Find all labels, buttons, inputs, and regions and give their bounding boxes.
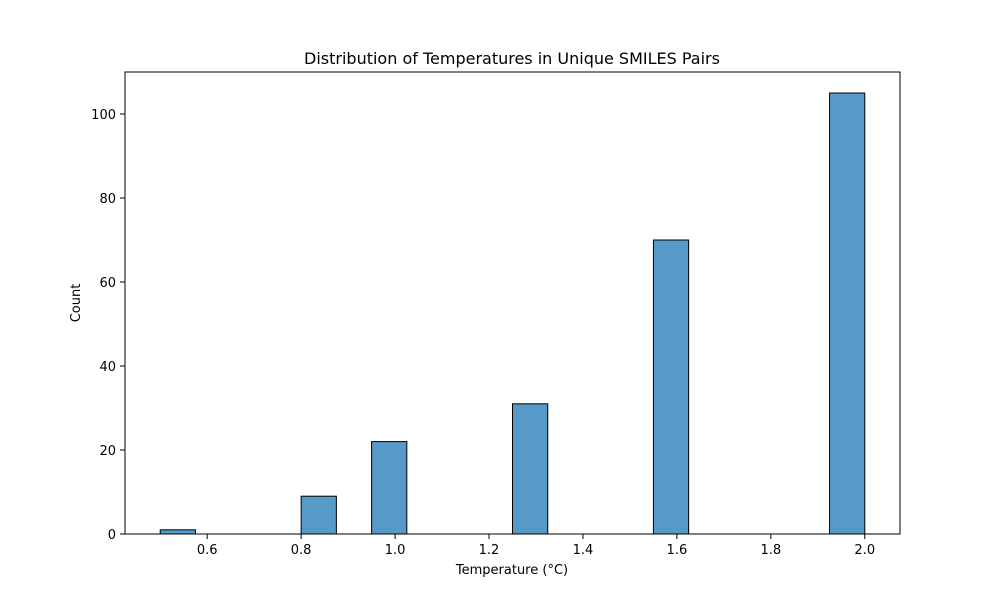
x-tick-label: 1.4 bbox=[573, 543, 594, 558]
x-tick-label: 0.8 bbox=[291, 543, 312, 558]
y-axis-ticks: 0 20 40 60 80 100 bbox=[91, 108, 125, 543]
chart-title: Distribution of Temperatures in Unique S… bbox=[304, 49, 720, 68]
bars-group bbox=[159, 92, 866, 535]
histogram-bar-0 bbox=[159, 529, 196, 535]
y-tick-label: 40 bbox=[99, 360, 116, 375]
histogram-bar-3 bbox=[512, 403, 549, 535]
y-tick-label: 100 bbox=[91, 108, 116, 123]
y-tick-label: 0 bbox=[108, 528, 116, 543]
x-tick-label: 1.2 bbox=[479, 543, 500, 558]
y-tick-label: 80 bbox=[99, 192, 116, 207]
histogram-bar-1 bbox=[300, 495, 337, 535]
x-tick-label: 0.6 bbox=[197, 543, 218, 558]
y-axis-label: Count bbox=[69, 284, 84, 323]
histogram-bar-2 bbox=[371, 441, 408, 535]
histogram-bar-4 bbox=[652, 239, 690, 535]
plot-frame bbox=[124, 71, 901, 535]
y-tick-label: 20 bbox=[99, 444, 116, 459]
histogram-bar-5 bbox=[829, 92, 866, 535]
x-axis-label: Temperature (°C) bbox=[455, 563, 568, 578]
x-tick-label: 1.0 bbox=[385, 543, 406, 558]
x-tick-label: 1.8 bbox=[760, 543, 781, 558]
x-tick-label: 2.0 bbox=[854, 543, 875, 558]
x-axis-ticks: 0.6 0.8 1.0 1.2 1.4 1.6 1.8 2.0 bbox=[197, 534, 875, 558]
x-tick-label: 1.6 bbox=[667, 543, 688, 558]
y-tick-label: 60 bbox=[99, 276, 116, 291]
